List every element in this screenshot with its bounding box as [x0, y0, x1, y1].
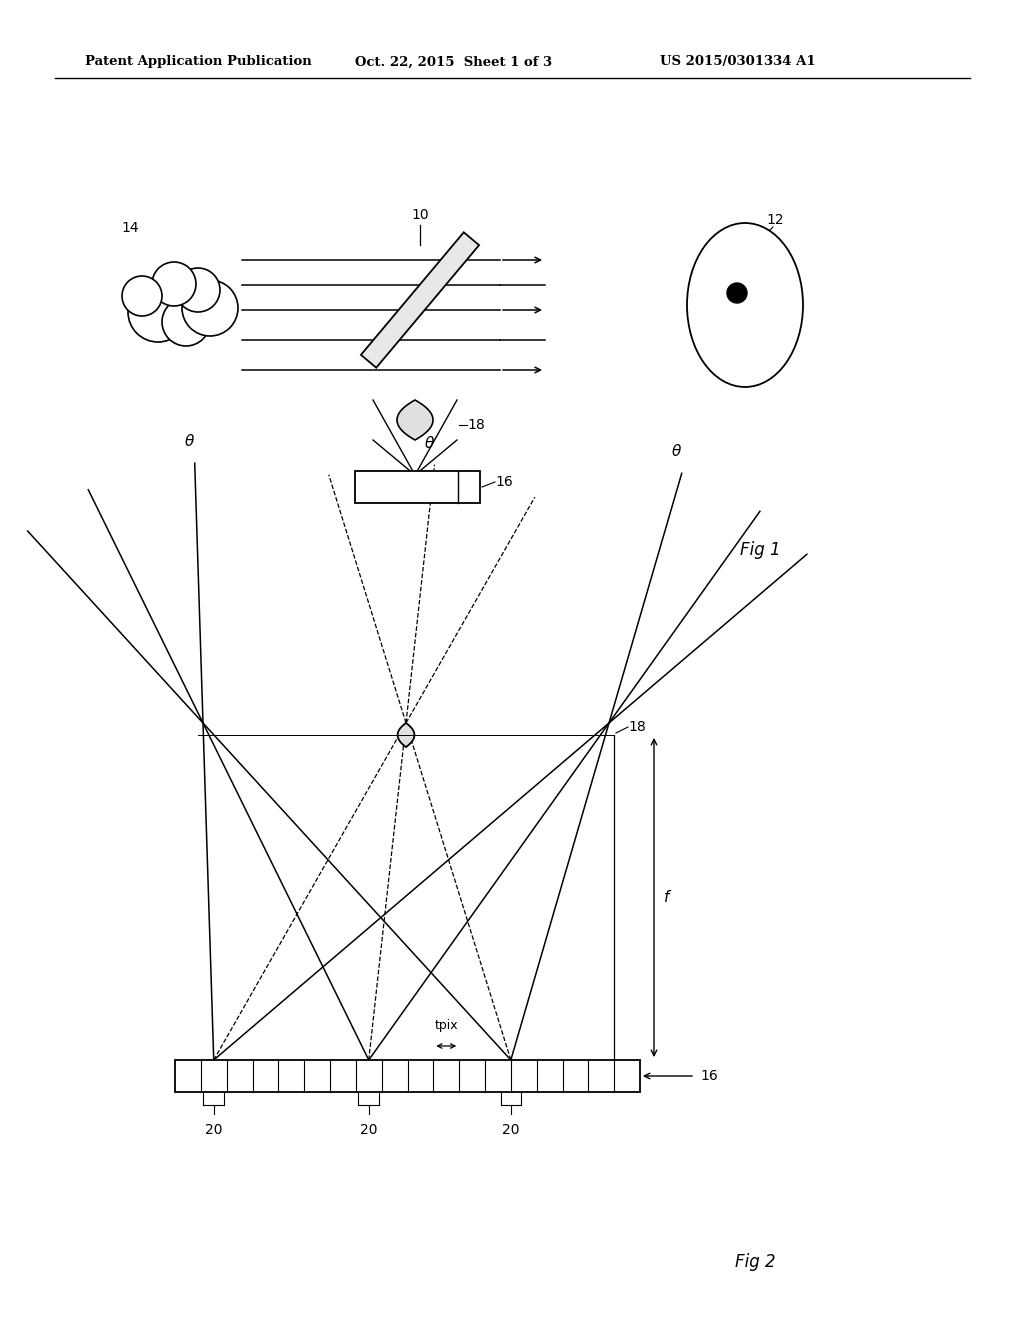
Text: θ: θ [672, 445, 681, 459]
Circle shape [152, 261, 196, 306]
Text: tpix: tpix [434, 1019, 458, 1032]
Text: Fig 2: Fig 2 [734, 1253, 775, 1271]
Polygon shape [397, 400, 433, 440]
Text: 20: 20 [502, 1123, 519, 1137]
Bar [175, 1060, 640, 1092]
Text: 12: 12 [766, 213, 783, 227]
Text: Oct. 22, 2015  Sheet 1 of 3: Oct. 22, 2015 Sheet 1 of 3 [355, 55, 552, 69]
Bar [355, 471, 480, 503]
Circle shape [176, 268, 220, 312]
Circle shape [128, 282, 188, 342]
Circle shape [122, 276, 162, 315]
Circle shape [182, 280, 238, 337]
Circle shape [162, 298, 210, 346]
Text: 14: 14 [121, 220, 139, 235]
Text: 16: 16 [700, 1069, 718, 1082]
Text: θ: θ [185, 434, 195, 449]
Ellipse shape [687, 223, 803, 387]
Polygon shape [397, 723, 415, 747]
Text: θ: θ [425, 436, 434, 450]
Text: Patent Application Publication: Patent Application Publication [85, 55, 311, 69]
Text: 18: 18 [628, 719, 646, 734]
Text: 16: 16 [495, 475, 513, 488]
Text: 20: 20 [360, 1123, 378, 1137]
Text: US 2015/0301334 A1: US 2015/0301334 A1 [660, 55, 816, 69]
Polygon shape [360, 232, 479, 368]
Text: 20: 20 [205, 1123, 222, 1137]
Text: 18: 18 [467, 418, 484, 432]
Text: Fig 1: Fig 1 [739, 541, 780, 558]
Text: f: f [664, 890, 670, 906]
Circle shape [727, 282, 746, 304]
Text: 10: 10 [412, 209, 429, 222]
